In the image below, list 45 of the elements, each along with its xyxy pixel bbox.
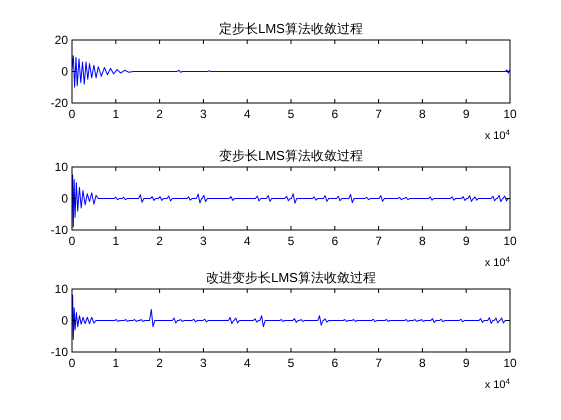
x-tick-label: 2 <box>156 234 164 248</box>
y-tick-label: -20 <box>50 96 68 110</box>
x-tick-label: 4 <box>244 356 251 370</box>
x-tick-label: 5 <box>288 107 295 121</box>
x-tick-label: 3 <box>200 107 208 121</box>
x-tick-label: 8 <box>419 234 426 248</box>
x-tick-label: 6 <box>331 356 338 370</box>
x-tick-label: 4 <box>244 107 251 121</box>
x-tick-label: 3 <box>200 356 208 370</box>
x-tick-label: 5 <box>288 234 295 248</box>
y-tick-label: 0 <box>61 64 68 78</box>
y-tick-label: 10 <box>54 160 68 174</box>
x-tick-label: 9 <box>462 356 470 370</box>
x-tick-label: 7 <box>375 107 382 121</box>
x-tick-label: 10 <box>503 234 517 248</box>
x-tick-label: 8 <box>419 107 426 121</box>
x-tick-label: 2 <box>156 107 164 121</box>
x-tick-label: 1 <box>112 107 120 121</box>
x-tick-label: 6 <box>331 107 338 121</box>
x-tick-label: 6 <box>331 234 338 248</box>
text: x 10$^{4}$ <box>484 254 511 269</box>
y-tick-label: 0 <box>61 314 68 328</box>
y-tick-label: -10 <box>50 345 68 359</box>
chart-title: 改进变步长LMS算法收敛过程 <box>206 270 376 285</box>
x-tick-label: 9 <box>462 234 470 248</box>
x-tick-label: 8 <box>419 356 426 370</box>
y-tick-label: -10 <box>50 223 68 237</box>
x-tick-label: 10 <box>503 356 517 370</box>
x-tick-label: 1 <box>112 356 120 370</box>
y-tick-label: 0 <box>61 192 68 206</box>
x-tick-label: 7 <box>375 234 382 248</box>
x-tick-label: 5 <box>288 356 295 370</box>
x-tick-label: 10 <box>503 107 517 121</box>
y-tick-label: 20 <box>54 33 68 47</box>
x-tick-label: 4 <box>244 234 251 248</box>
x-tick-label: 1 <box>112 234 120 248</box>
text: x 10$^{4}$ <box>484 376 511 391</box>
chart-title: 变步长LMS算法收敛过程 <box>219 148 363 163</box>
x-tick-label: 9 <box>462 107 470 121</box>
x-tick-label: 2 <box>156 356 164 370</box>
x-tick-label: 3 <box>200 234 208 248</box>
text: x 10$^{4}$ <box>484 128 511 142</box>
chart-title: 定步长LMS算法收敛过程 <box>219 21 363 36</box>
x-tick-label: 7 <box>375 356 382 370</box>
y-tick-label: 10 <box>54 282 68 296</box>
